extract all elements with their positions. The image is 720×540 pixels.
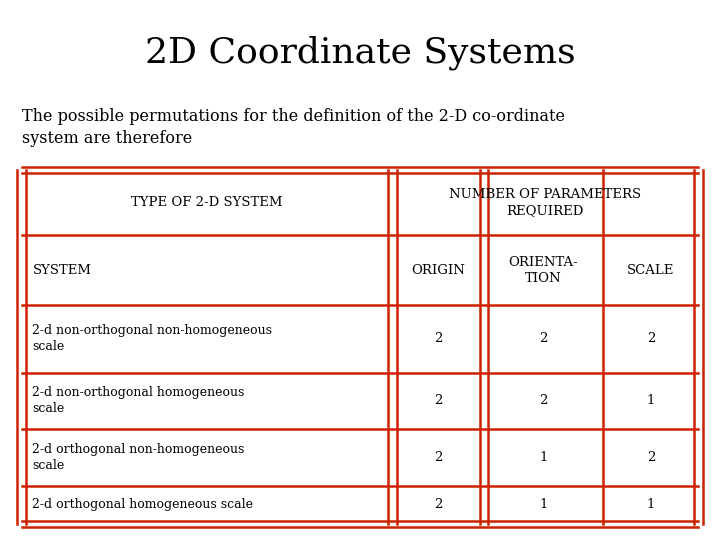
Text: SCALE: SCALE xyxy=(627,264,675,276)
Text: ORIGIN: ORIGIN xyxy=(411,264,465,276)
Text: 2: 2 xyxy=(647,332,655,346)
Text: ORIENTA-
TION: ORIENTA- TION xyxy=(509,255,578,285)
Text: NUMBER OF PARAMETERS
REQUIRED: NUMBER OF PARAMETERS REQUIRED xyxy=(449,188,642,217)
Text: 1: 1 xyxy=(539,498,548,511)
Text: 2: 2 xyxy=(539,394,548,408)
Text: 2-d orthogonal non-homogeneous
scale: 2-d orthogonal non-homogeneous scale xyxy=(32,443,245,472)
Text: 2: 2 xyxy=(434,394,442,408)
Text: 1: 1 xyxy=(647,498,655,511)
Text: 2: 2 xyxy=(434,332,442,346)
Text: SYSTEM: SYSTEM xyxy=(32,264,91,276)
Text: 2: 2 xyxy=(539,332,548,346)
Text: 2-d orthogonal homogeneous scale: 2-d orthogonal homogeneous scale xyxy=(32,498,253,511)
Text: 2-d non-orthogonal non-homogeneous
scale: 2-d non-orthogonal non-homogeneous scale xyxy=(32,325,272,353)
Text: 1: 1 xyxy=(539,451,548,464)
Text: The possible permutations for the definition of the 2-D co-ordinate
system are t: The possible permutations for the defini… xyxy=(22,108,564,147)
Text: 2: 2 xyxy=(434,451,442,464)
Text: TYPE OF 2-D SYSTEM: TYPE OF 2-D SYSTEM xyxy=(131,196,283,209)
Text: 2: 2 xyxy=(434,498,442,511)
Text: 2D Coordinate Systems: 2D Coordinate Systems xyxy=(145,35,575,70)
Text: 2-d non-orthogonal homogeneous
scale: 2-d non-orthogonal homogeneous scale xyxy=(32,387,245,415)
Text: 2: 2 xyxy=(647,451,655,464)
Text: 1: 1 xyxy=(647,394,655,408)
